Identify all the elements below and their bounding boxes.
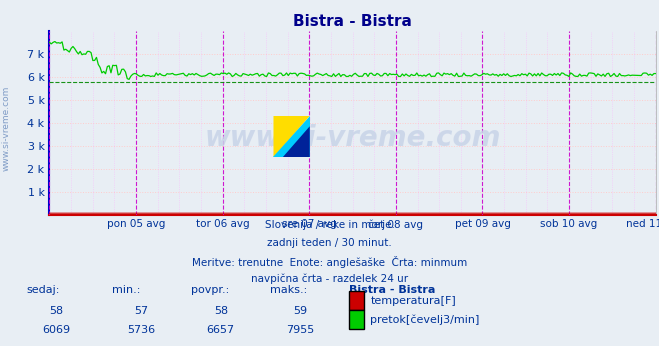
- Text: 5736: 5736: [128, 325, 156, 335]
- Text: www.si-vreme.com: www.si-vreme.com: [2, 85, 11, 171]
- Text: zadnji teden / 30 minut.: zadnji teden / 30 minut.: [267, 238, 392, 248]
- Title: Bistra - Bistra: Bistra - Bistra: [293, 13, 412, 29]
- Text: 6657: 6657: [207, 325, 235, 335]
- Text: Slovenija / reke in morje.: Slovenija / reke in morje.: [264, 220, 395, 230]
- Text: navpična črta - razdelek 24 ur: navpična črta - razdelek 24 ur: [251, 274, 408, 284]
- Text: sedaj:: sedaj:: [26, 285, 60, 295]
- Text: 7955: 7955: [286, 325, 314, 335]
- Text: 58: 58: [49, 306, 63, 316]
- Text: 6069: 6069: [42, 325, 70, 335]
- Text: Bistra - Bistra: Bistra - Bistra: [349, 285, 436, 295]
- Text: min.:: min.:: [112, 285, 140, 295]
- Polygon shape: [283, 126, 310, 157]
- Text: 58: 58: [214, 306, 228, 316]
- Text: pretok[čevelj3/min]: pretok[čevelj3/min]: [370, 315, 480, 325]
- Text: temperatura[F]: temperatura[F]: [370, 296, 456, 306]
- Text: maks.:: maks.:: [270, 285, 308, 295]
- Text: povpr.:: povpr.:: [191, 285, 229, 295]
- Text: Meritve: trenutne  Enote: anglešaške  Črta: minmum: Meritve: trenutne Enote: anglešaške Črta…: [192, 256, 467, 268]
- Text: 59: 59: [293, 306, 307, 316]
- Polygon shape: [273, 116, 310, 157]
- Text: 57: 57: [134, 306, 149, 316]
- Text: www.si-vreme.com: www.si-vreme.com: [204, 124, 501, 152]
- Polygon shape: [273, 116, 310, 157]
